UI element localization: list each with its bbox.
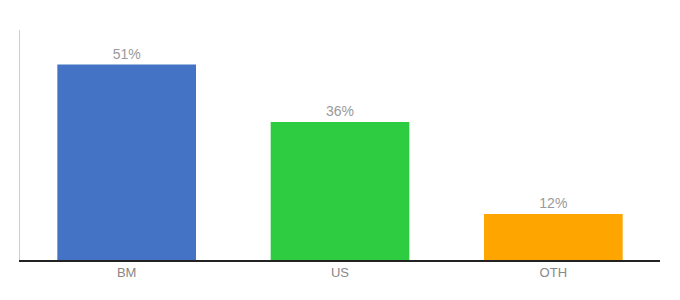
svg-text:BM: BM <box>117 265 137 280</box>
svg-text:OTH: OTH <box>540 265 567 280</box>
svg-text:36%: 36% <box>326 103 354 119</box>
svg-text:12%: 12% <box>539 195 567 211</box>
svg-text:US: US <box>331 265 349 280</box>
svg-text:51%: 51% <box>113 46 141 62</box>
